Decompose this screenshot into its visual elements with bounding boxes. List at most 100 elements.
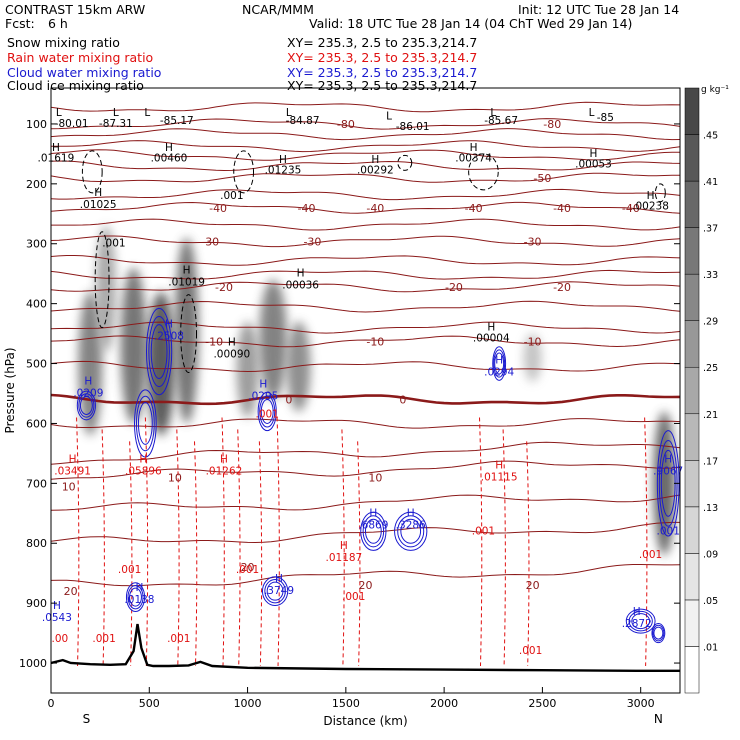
- max-min-marker: H: [664, 453, 672, 465]
- colorbar-label: .29: [703, 317, 718, 328]
- colorbar-label: .41: [703, 177, 718, 188]
- colorbar-swatch: [684, 460, 700, 508]
- field-rain-xy: XY= 235.3, 2.5 to 235.3,214.7: [287, 50, 478, 65]
- cloud-water-value: .6869: [358, 519, 388, 531]
- max-min-marker: H: [275, 573, 283, 585]
- field-snow-label: Snow mixing ratio: [7, 35, 120, 50]
- colorbar-swatch: [684, 599, 700, 647]
- forecast-label: Fcst:: [5, 16, 35, 31]
- field-snow-xy: XY= 235.3, 2.5 to 235.3,214.7: [287, 35, 478, 50]
- snow-ice-value: .001: [102, 238, 125, 250]
- cloud-water-contour-5: [360, 511, 387, 551]
- max-min-marker: H: [69, 453, 77, 465]
- x-tick-label: 2000: [430, 697, 458, 710]
- rain-value: .001: [342, 591, 365, 603]
- rain-contour-12: [479, 417, 483, 667]
- cloud-water-contour-8: [628, 610, 653, 632]
- y-tick-label: 600: [26, 417, 47, 430]
- cloud-water-contour-4: [494, 352, 505, 375]
- max-min-marker: L: [386, 111, 392, 123]
- max-min-marker: H: [228, 337, 236, 349]
- temperature-label: -30: [524, 235, 542, 248]
- max-min-marker: H: [470, 142, 478, 154]
- cloud-ice-contour-6: [654, 183, 666, 203]
- colorbar-swatch: [684, 134, 700, 182]
- y-tick-label: 100: [26, 118, 47, 131]
- cloud-water-contour-8: [631, 613, 651, 630]
- snow-ice-value: .01619: [38, 153, 75, 165]
- max-min-marker: L: [589, 107, 595, 119]
- rain-contour-8: [258, 441, 263, 667]
- colorbar-swatch: [684, 273, 700, 321]
- colorbar-swatch: [684, 320, 700, 368]
- rain-value: .01262: [206, 465, 243, 477]
- temperature-contour-16: [51, 335, 680, 348]
- field-cloud-water-label: Cloud water mixing ratio: [7, 65, 162, 80]
- y-tick-label: 700: [26, 477, 47, 490]
- colorbar-swatch: [684, 87, 700, 135]
- snow-ice-value: -84.87: [286, 115, 320, 127]
- temperature-label: 0: [399, 393, 406, 406]
- cloud-water-contour-2: [76, 390, 96, 421]
- cloud-water-contour-0: [145, 307, 173, 396]
- temperature-label: -30: [303, 235, 321, 248]
- colorbar-label: .09: [703, 549, 718, 560]
- temperature-label: -40: [622, 202, 640, 215]
- colorbar-unit: g kg⁻¹: [701, 85, 729, 95]
- rain-value: .01115: [481, 471, 518, 483]
- colorbar-label: .37: [703, 224, 718, 235]
- temperature-label: -10: [524, 335, 542, 348]
- rain-contour-1: [101, 429, 105, 667]
- max-min-marker: H: [136, 582, 144, 594]
- y-tick-label: 400: [26, 298, 47, 311]
- max-min-marker: H: [590, 148, 598, 160]
- temperature-label: -50: [533, 172, 551, 185]
- temperature-label: 20: [64, 585, 78, 598]
- endpoint-label-left: S: [83, 712, 91, 726]
- cloud-water-contour-6: [400, 518, 422, 544]
- snow-shade-1: [96, 225, 116, 352]
- max-min-marker: H: [165, 319, 173, 331]
- rain-value: .001: [256, 408, 279, 420]
- x-tick-label: 500: [139, 697, 160, 710]
- snow-ice-value: -85: [597, 112, 614, 124]
- temperature-label: -20: [553, 281, 571, 294]
- cloud-water-value: .0543: [42, 612, 72, 624]
- rain-contour-11: [357, 441, 361, 667]
- colorbar-label: .45: [703, 131, 718, 142]
- y-tick-label: 500: [26, 358, 47, 371]
- max-min-marker: H: [369, 507, 377, 519]
- temperature-contour-20: [51, 441, 680, 465]
- snow-ice-value: .01019: [168, 277, 205, 289]
- max-min-marker: H: [53, 600, 61, 612]
- cloud-water-contour-0: [148, 316, 170, 388]
- cloud-water-contour-5: [362, 515, 385, 548]
- temperature-label: -80: [543, 118, 561, 131]
- colorbar-swatch: [684, 553, 700, 601]
- max-min-marker: H: [371, 154, 379, 166]
- cloud-water-value: .9067: [653, 465, 683, 477]
- colorbar-swatch: [684, 227, 700, 275]
- field-cloud-ice-label: Cloud ice mixing ratio: [7, 78, 144, 93]
- x-tick-label: 2500: [528, 697, 556, 710]
- cloud-water-contour-6: [394, 511, 428, 551]
- temperature-contour-0: [51, 101, 680, 113]
- x-tick-label: 3000: [627, 697, 655, 710]
- cloud-water-value: .2508: [154, 331, 184, 343]
- cloud-water-contour-6: [397, 515, 425, 548]
- temperature-label: 10: [62, 480, 76, 493]
- temperature-contour-5: [51, 160, 680, 172]
- colorbar-label: .25: [703, 363, 718, 374]
- colorbar-swatch: [684, 646, 700, 694]
- max-min-marker: H: [340, 540, 348, 552]
- cloud-water-contour-2: [78, 393, 95, 418]
- colorbar-swatch: [684, 413, 700, 461]
- init-time: Init: 12 UTC Tue 28 Jan 14: [518, 2, 680, 17]
- temperature-label: -10: [205, 335, 223, 348]
- snow-ice-value: .01235: [265, 165, 302, 177]
- rain-contour-5: [193, 441, 198, 667]
- snow-ice-value: .01025: [80, 199, 117, 211]
- rain-value: .00: [51, 633, 68, 645]
- max-min-marker: L: [490, 107, 496, 119]
